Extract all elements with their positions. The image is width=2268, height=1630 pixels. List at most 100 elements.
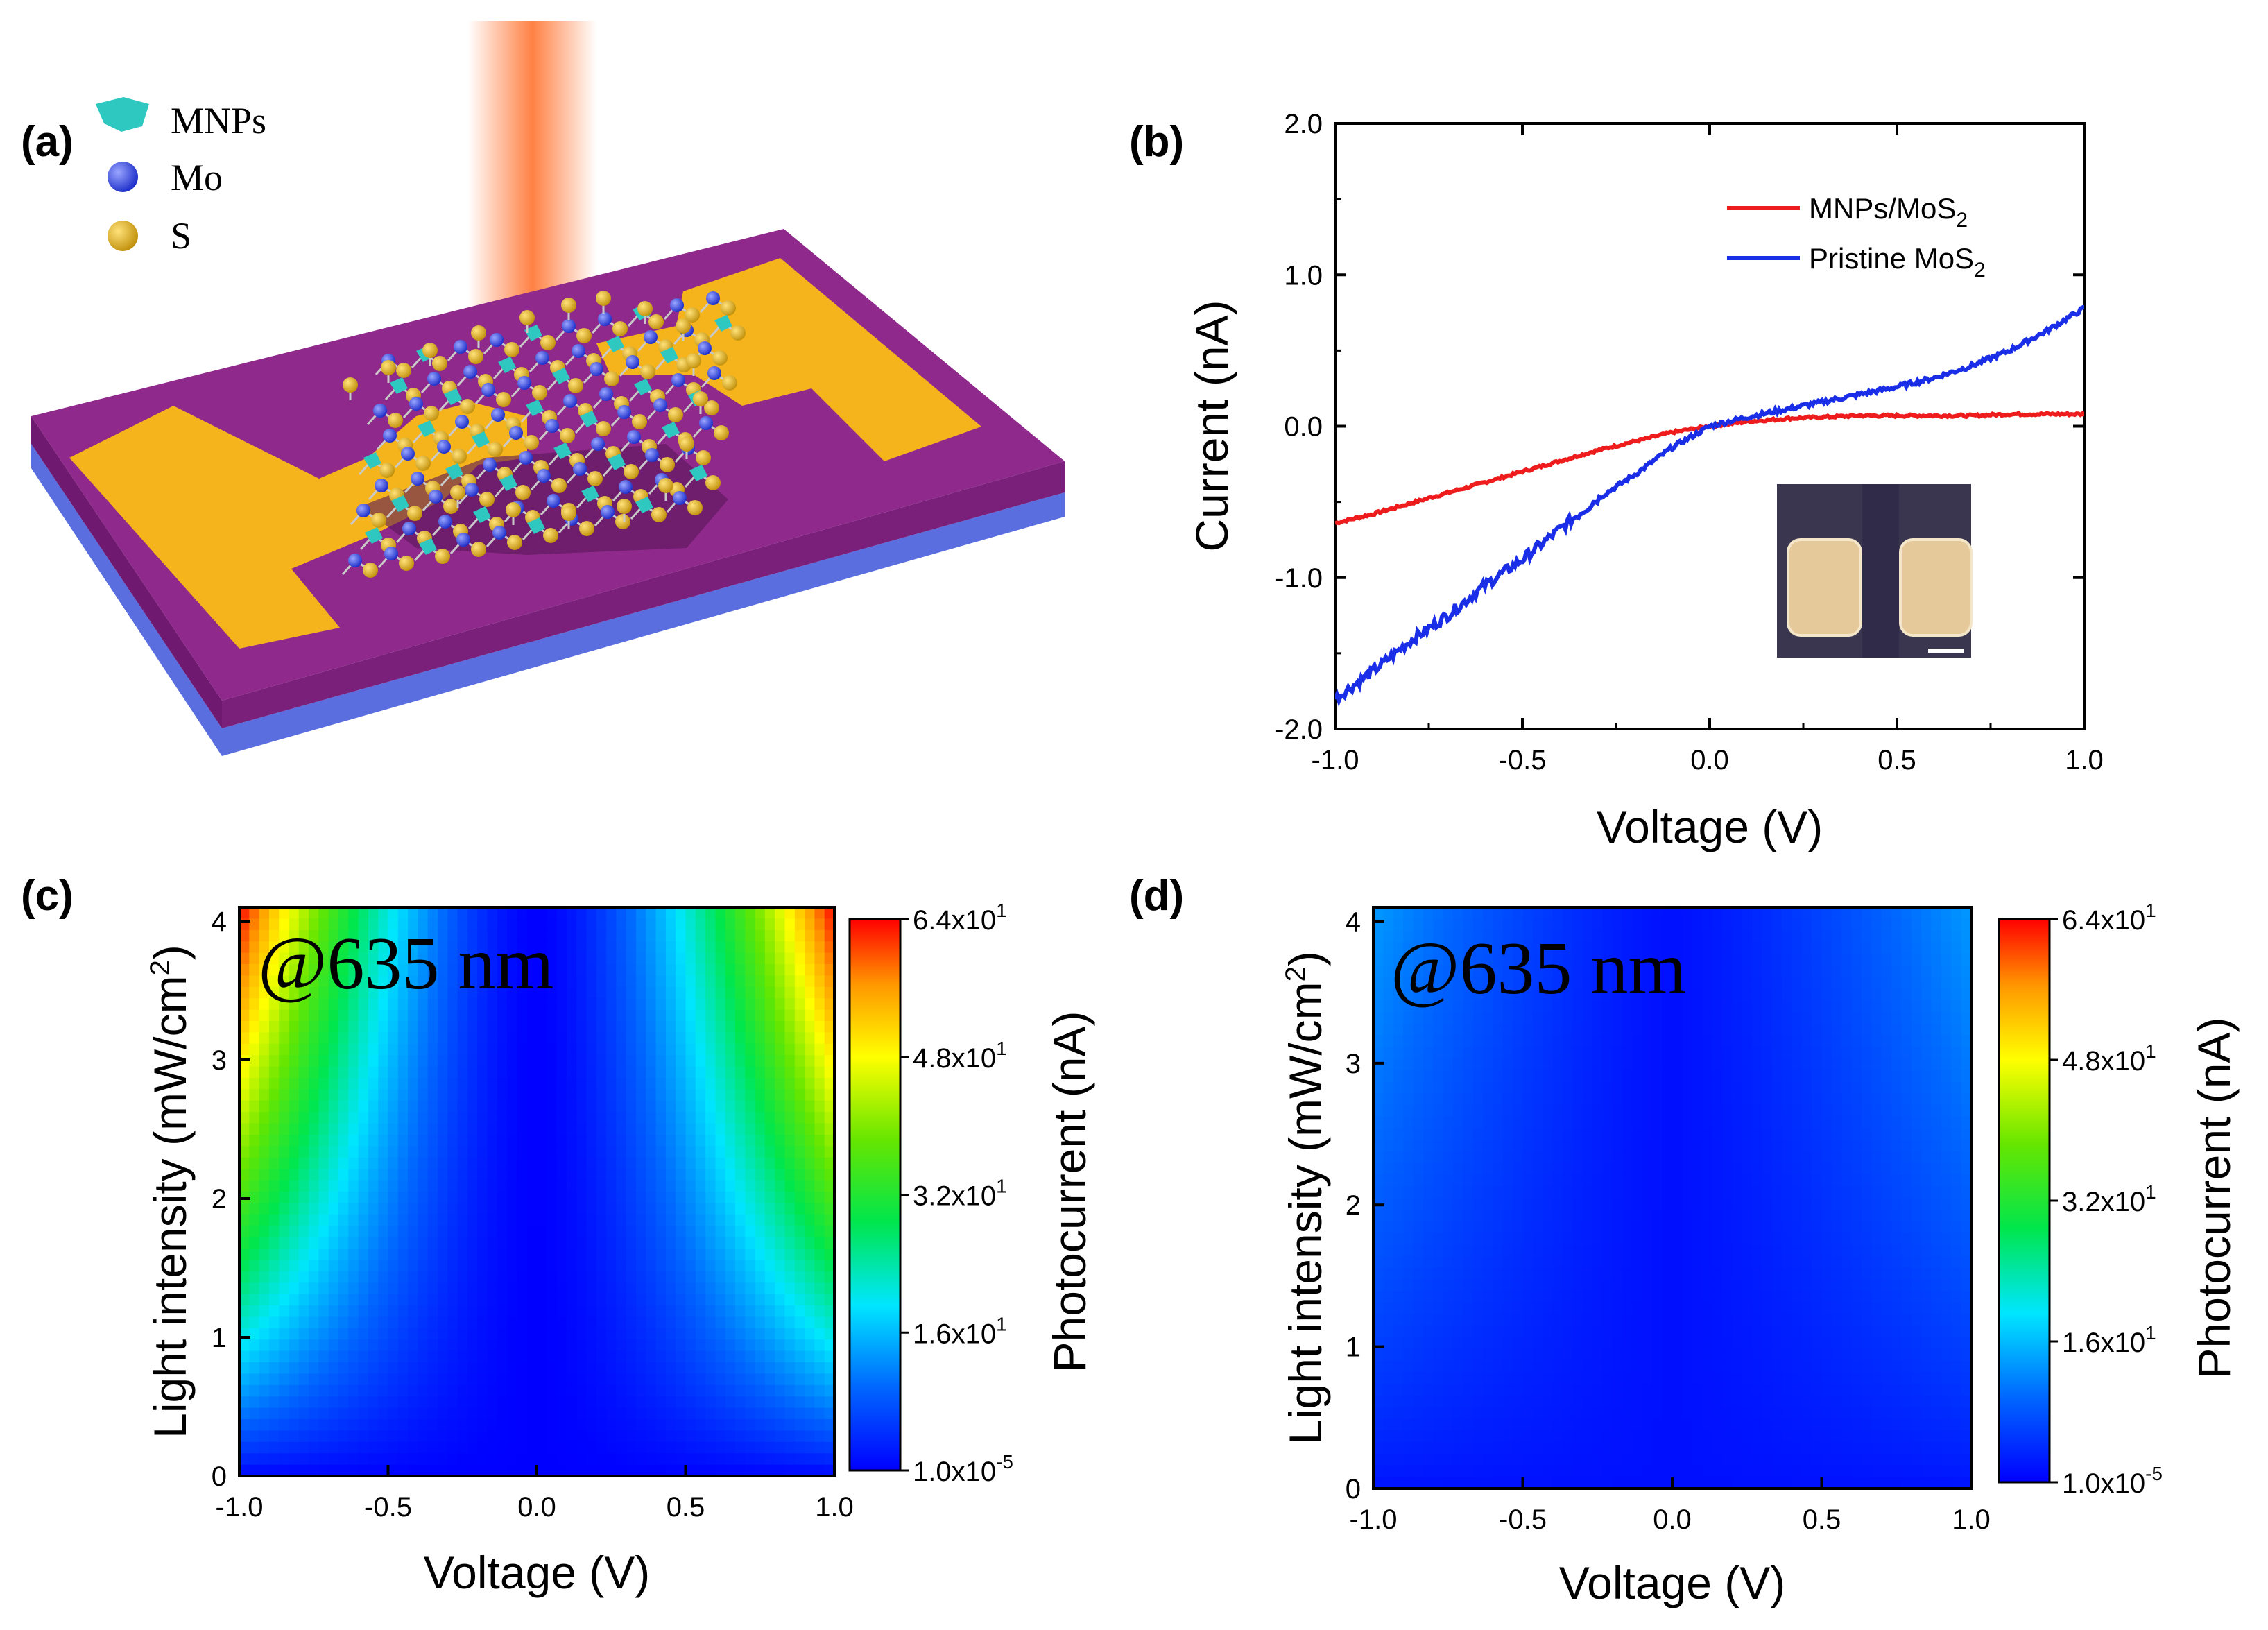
heatmap-cell — [1891, 954, 1902, 966]
heatmap-cell — [586, 1043, 597, 1056]
heatmap-cell — [289, 941, 300, 954]
heatmap-cell — [279, 1237, 290, 1249]
heatmap-cell — [318, 1384, 329, 1397]
heatmap-cell — [279, 1260, 290, 1272]
heatmap-cell — [616, 1055, 627, 1067]
heatmap-cell — [537, 998, 548, 1011]
heatmap-cell — [309, 1294, 320, 1306]
heatmap-cell — [715, 1032, 726, 1045]
heatmap-cell — [1931, 1116, 1942, 1129]
heatmap-cell — [268, 918, 280, 931]
heatmap-cell — [477, 1043, 488, 1056]
heatmap-cell — [467, 1032, 478, 1045]
heatmap-cell — [705, 1078, 716, 1090]
heatmap-cell — [249, 1135, 260, 1147]
heatmap-cell — [467, 975, 478, 988]
heatmap-cell — [805, 1180, 816, 1192]
heatmap-cell — [517, 1441, 528, 1454]
heatmap-cell — [438, 964, 449, 977]
heatmap-cell — [1821, 1093, 1832, 1106]
mo-atom — [617, 405, 631, 419]
heatmap-cell — [695, 1441, 706, 1454]
heatmap-cell — [1821, 977, 1832, 990]
heatmap-cell — [537, 918, 548, 931]
heatmap-cell — [438, 1169, 449, 1181]
heatmap-cell — [1682, 1047, 1693, 1059]
heatmap-cell — [418, 1203, 429, 1215]
heatmap-cell — [824, 1282, 835, 1295]
heatmap-cell — [1543, 942, 1554, 954]
heatmap-cell — [397, 1362, 409, 1375]
heatmap-cell — [1732, 1174, 1743, 1187]
heatmap-cell — [239, 1203, 250, 1215]
heatmap-cell — [725, 1214, 736, 1226]
heatmap-cell — [1702, 1070, 1713, 1083]
heatmap-cell — [358, 1305, 369, 1318]
heatmap-cell — [1751, 1093, 1763, 1106]
heatmap-cell — [626, 1384, 637, 1397]
x-tick-label: -0.5 — [1499, 745, 1547, 775]
heatmap-cell — [665, 1214, 676, 1226]
heatmap-cell — [586, 1328, 597, 1340]
mo-atom — [411, 472, 424, 486]
heatmap-cell — [328, 1384, 339, 1397]
s-atom — [561, 298, 576, 313]
heatmap-cell — [298, 1226, 309, 1238]
heatmap-cell — [497, 1464, 508, 1477]
heatmap-cell — [239, 1316, 250, 1329]
heatmap-cell — [239, 1453, 250, 1466]
heatmap-cell — [298, 1362, 309, 1375]
heatmap-cell — [378, 929, 389, 942]
heatmap-cell — [745, 1169, 756, 1181]
heatmap-cell — [1413, 1151, 1424, 1164]
heatmap-cell — [547, 986, 558, 999]
heatmap-cell — [1861, 907, 1873, 920]
heatmap-cell — [636, 1237, 647, 1249]
heatmap-cell — [1831, 965, 1843, 978]
s-atom — [424, 406, 439, 421]
heatmap-cell — [805, 1123, 816, 1135]
heatmap-cell — [556, 1430, 567, 1443]
heatmap-cell — [775, 1214, 786, 1226]
heatmap-cell — [408, 1260, 419, 1272]
heatmap-cell — [427, 1089, 438, 1101]
heatmap-cell — [805, 1328, 816, 1340]
heatmap-cell — [537, 1043, 548, 1056]
heatmap-cell — [507, 941, 518, 954]
heatmap-cell — [646, 1180, 657, 1192]
s-atom — [381, 360, 396, 375]
heatmap-cell — [1433, 1058, 1444, 1071]
heatmap-cell — [1423, 1163, 1434, 1176]
heatmap-cell — [268, 964, 280, 977]
heatmap-cell — [1522, 1116, 1534, 1129]
heatmap-cell — [507, 1271, 518, 1283]
heatmap-cell — [1812, 1093, 1823, 1106]
heatmap-cell — [467, 1157, 478, 1169]
heatmap-cell — [1692, 954, 1703, 966]
heatmap-cell — [1383, 977, 1394, 990]
heatmap-cell — [526, 1453, 538, 1466]
heatmap-cell — [447, 1135, 458, 1147]
heatmap-cell — [695, 1362, 706, 1375]
heatmap-cell — [794, 1055, 805, 1067]
heatmap-cell — [358, 1180, 369, 1192]
heatmap-cell — [487, 1282, 498, 1295]
heatmap-cell — [328, 941, 339, 954]
heatmap-cell — [735, 964, 746, 977]
heatmap-cell — [1672, 1011, 1683, 1024]
heatmap-cell — [695, 1078, 706, 1090]
heatmap-cell — [735, 1282, 746, 1295]
heatmap-cell — [735, 1384, 746, 1397]
heatmap-cell — [1592, 1104, 1604, 1117]
heatmap-cell — [794, 1271, 805, 1283]
heatmap-cell — [1851, 942, 1862, 954]
heatmap-cell — [576, 1362, 587, 1375]
heatmap-cell — [814, 1180, 825, 1192]
heatmap-cell — [477, 941, 488, 954]
heatmap-cell — [695, 1089, 706, 1101]
heatmap-cell — [368, 1260, 379, 1272]
heatmap-cell — [676, 952, 687, 965]
heatmap-cell — [1812, 1163, 1823, 1176]
heatmap-cell — [695, 975, 706, 988]
heatmap-cell — [1692, 988, 1703, 1001]
